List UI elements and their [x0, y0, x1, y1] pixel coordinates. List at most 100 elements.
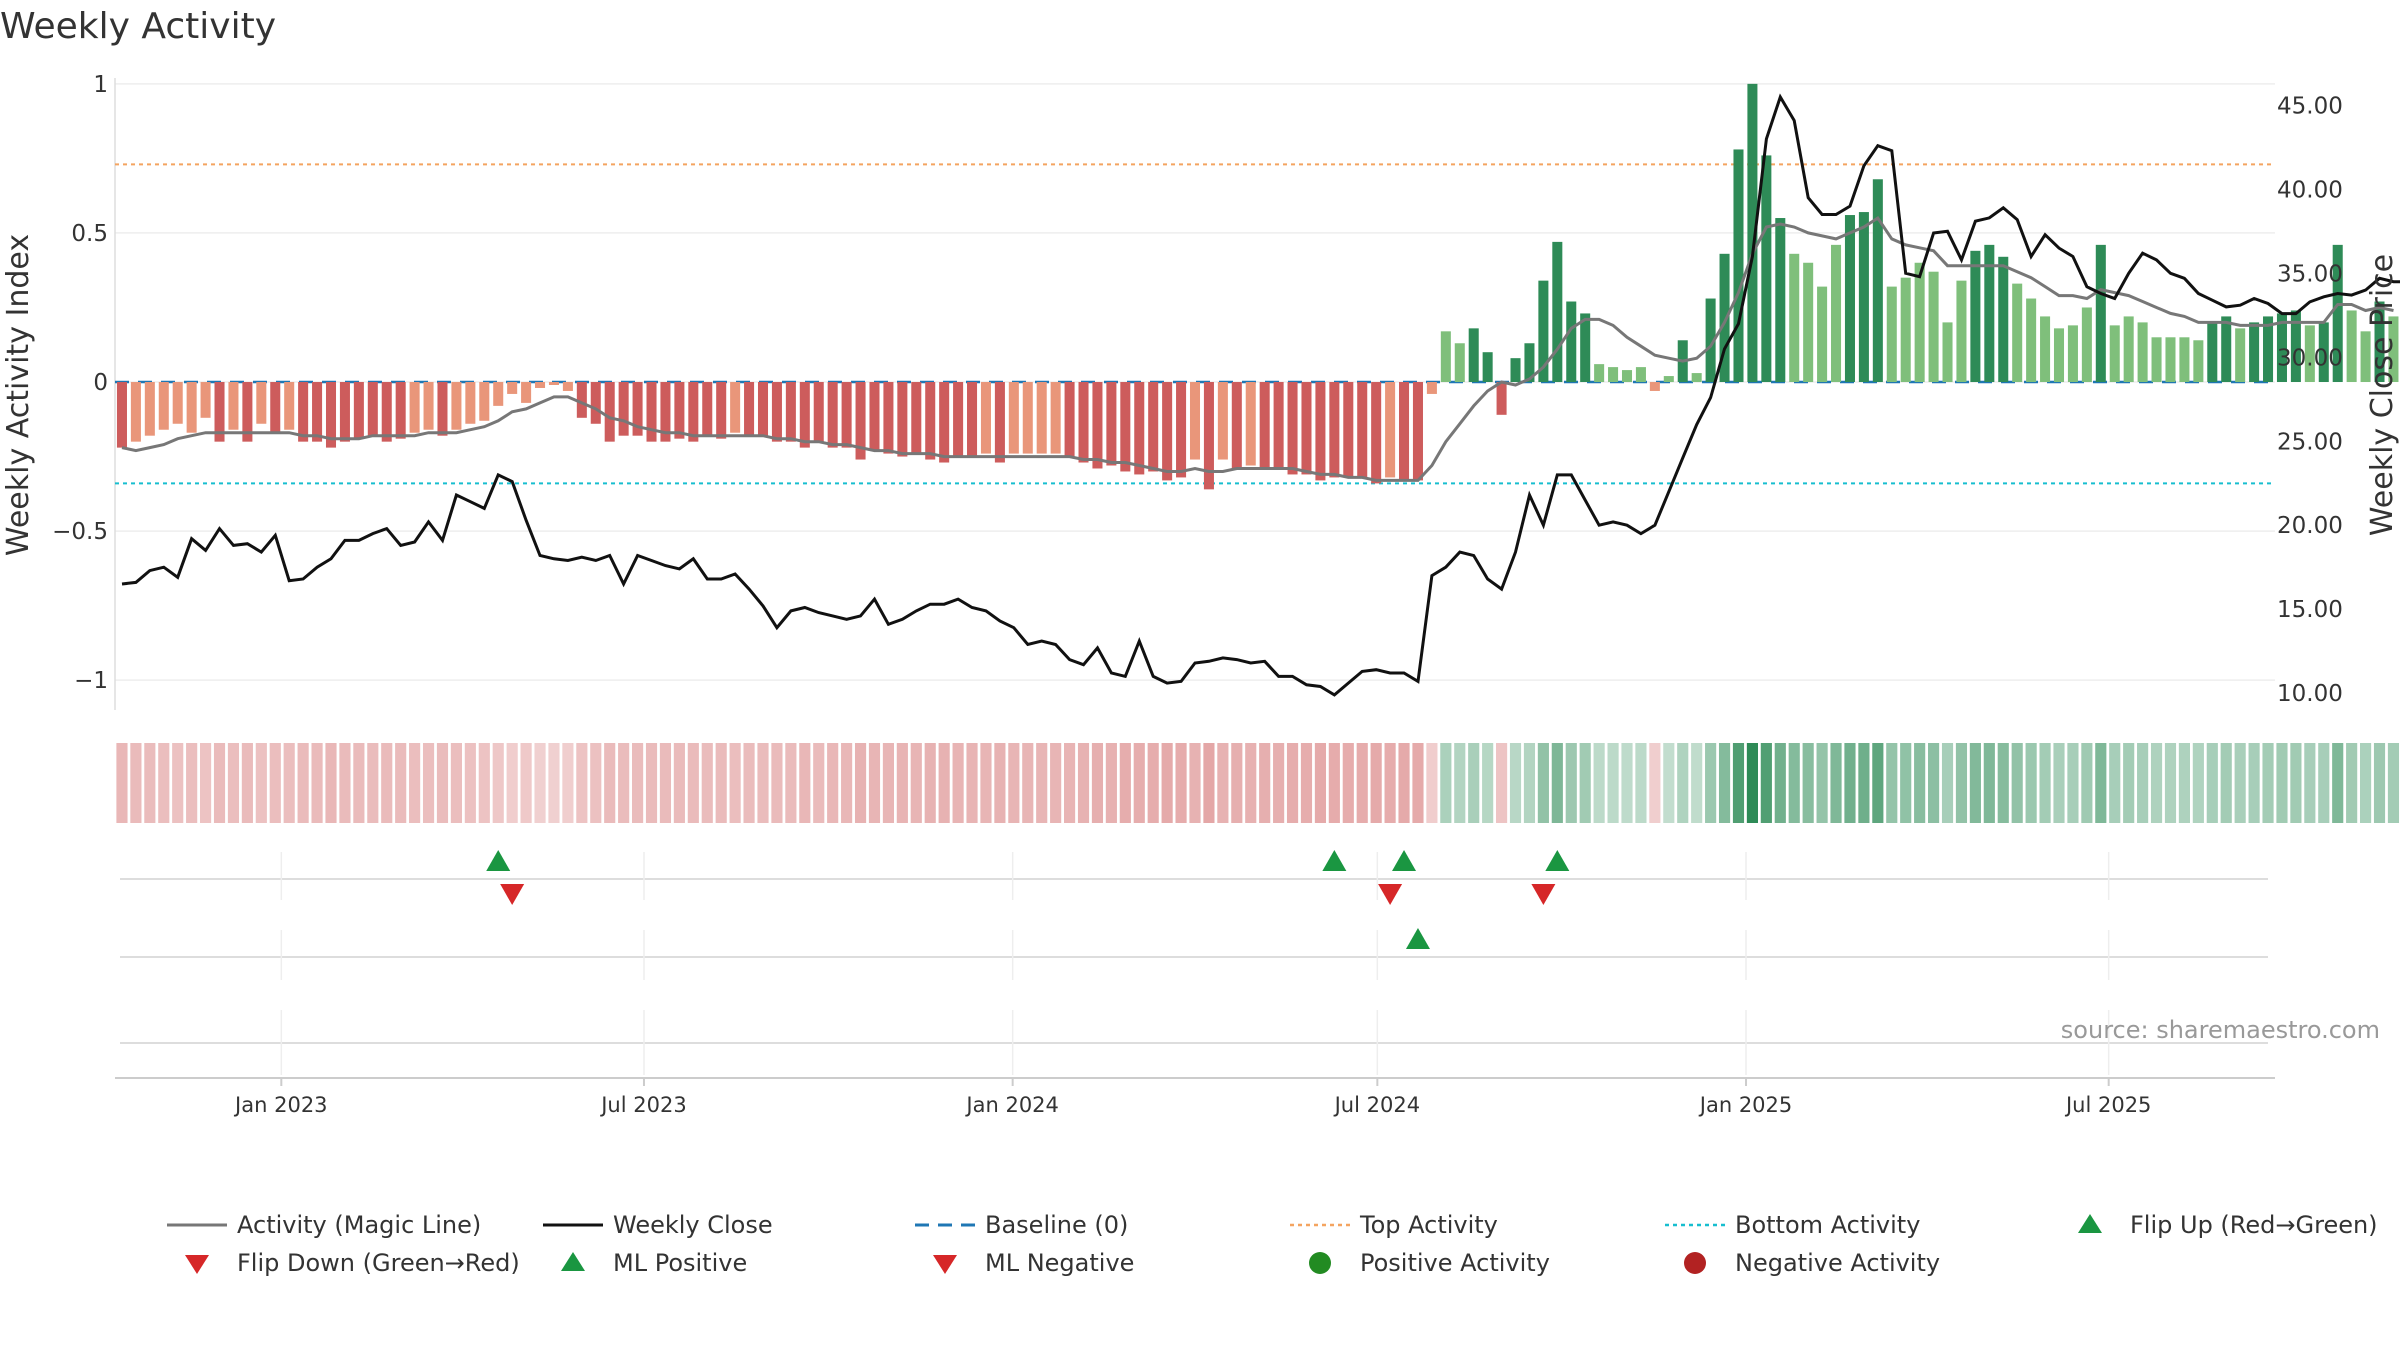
activity-bar	[2304, 325, 2315, 383]
activity-bar	[1984, 244, 1995, 383]
heat-cell	[130, 743, 142, 823]
heat-cell	[1760, 743, 1772, 823]
heat-cell	[1983, 743, 1995, 823]
legend-item: ML Positive	[561, 1249, 747, 1277]
left-axis-label: Weekly Activity Index	[1, 234, 36, 556]
heat-cell	[1064, 743, 1076, 823]
activity-bar	[1942, 322, 1953, 383]
activity-bar	[1775, 218, 1786, 383]
marker-rows	[120, 852, 2268, 1075]
heat-cell	[2234, 743, 2246, 823]
heat-cell	[1844, 743, 1856, 823]
heat-cell	[395, 743, 407, 823]
heat-cell	[241, 743, 253, 823]
right-tick-label: 45.00	[2277, 93, 2343, 119]
activity-bar	[1510, 358, 1521, 383]
heat-cell	[1579, 743, 1591, 823]
activity-bar	[312, 382, 323, 442]
heat-cell	[2150, 743, 2163, 823]
heat-cell	[1412, 743, 1424, 823]
flip-up-marker	[1392, 850, 1417, 871]
heat-cell	[1384, 743, 1396, 823]
heat-cell	[729, 743, 741, 823]
heat-cell	[966, 743, 978, 823]
heat-cell	[785, 743, 797, 823]
x-tick-label: Jan 2025	[1698, 1093, 1793, 1117]
activity-bar	[939, 382, 950, 463]
magic-line	[121, 215, 2394, 482]
heat-cell	[1105, 743, 1117, 823]
activity-bar	[925, 382, 936, 460]
activity-bar	[771, 382, 782, 442]
heat-cell	[1091, 743, 1104, 823]
heat-cell	[2220, 743, 2232, 823]
heat-cell	[632, 743, 644, 823]
activity-bar	[339, 382, 350, 442]
heat-cell	[2025, 743, 2037, 823]
activity-bar	[2346, 310, 2357, 383]
activity-bar	[158, 382, 169, 430]
x-tick-label: Jul 2024	[1333, 1093, 1420, 1117]
activity-bar	[590, 382, 601, 424]
activity-bar	[1747, 83, 1758, 383]
activity-bar	[1663, 376, 1674, 383]
x-axis: Jan 2023 Jul 2023 Jan 2024 Jul 2024 Jan 2025…	[115, 1077, 2275, 1117]
activity-bar	[1176, 382, 1187, 478]
heat-cell	[1482, 743, 1494, 823]
activity-bar	[897, 382, 908, 457]
heat-cell	[520, 743, 532, 823]
heat-cell	[186, 743, 198, 823]
activity-bar	[2026, 298, 2037, 383]
heat-cell	[144, 743, 156, 823]
heat-cell	[1008, 743, 1020, 823]
activity-bar	[2040, 316, 2051, 383]
activity-bar	[2137, 322, 2148, 383]
heat-cell	[1050, 743, 1062, 823]
activity-bar	[1831, 244, 1842, 383]
heat-cell	[2164, 743, 2177, 823]
legend-label: ML Positive	[613, 1249, 747, 1277]
heat-cell	[1328, 743, 1340, 823]
ml-positive-marker	[1405, 928, 1430, 949]
heat-cell	[534, 743, 546, 823]
activity-bar	[716, 382, 727, 439]
activity-bar	[2165, 337, 2176, 383]
left-axis-ticks: 1 0.5 0 −0.5 −1	[52, 72, 108, 694]
activity-bar	[730, 382, 741, 433]
heat-cell	[1621, 743, 1633, 823]
x-tick-label: Jul 2023	[599, 1093, 686, 1117]
heat-cell	[743, 743, 755, 823]
right-tick-label: 25.00	[2277, 429, 2343, 455]
legend-label: Weekly Close	[613, 1211, 773, 1239]
heat-cell	[882, 743, 894, 823]
heat-cell	[1914, 743, 1926, 823]
activity-bar	[1343, 382, 1354, 478]
right-axis-label: Weekly Close Price	[2365, 254, 2400, 536]
legend-label: ML Negative	[985, 1249, 1134, 1277]
activity-bar	[1691, 373, 1702, 383]
legend-item: Activity (Magic Line)	[167, 1211, 481, 1239]
activity-bar	[744, 382, 755, 436]
heat-cell	[464, 743, 476, 823]
heat-cell	[353, 743, 365, 823]
heat-cell	[1440, 743, 1452, 823]
heat-cell	[687, 743, 699, 823]
heat-cell	[1788, 743, 1800, 823]
activity-bar	[911, 382, 922, 454]
heat-cell	[548, 743, 560, 823]
activity-bar	[785, 382, 796, 442]
activity-bar	[437, 382, 448, 436]
activity-bar	[799, 382, 810, 448]
activity-bar	[284, 382, 295, 430]
heat-cell	[1593, 743, 1605, 823]
activity-bar	[967, 382, 978, 457]
heat-cell	[1496, 743, 1508, 823]
legend-item: Flip Down (Green→Red)	[185, 1249, 520, 1277]
heat-cell	[1231, 743, 1243, 823]
activity-bar	[1245, 382, 1256, 466]
activity-bar	[116, 382, 127, 448]
heat-cell	[854, 743, 867, 823]
heat-cell	[339, 743, 351, 823]
legend-label: Top Activity	[1359, 1211, 1498, 1239]
heat-cell	[297, 743, 309, 823]
